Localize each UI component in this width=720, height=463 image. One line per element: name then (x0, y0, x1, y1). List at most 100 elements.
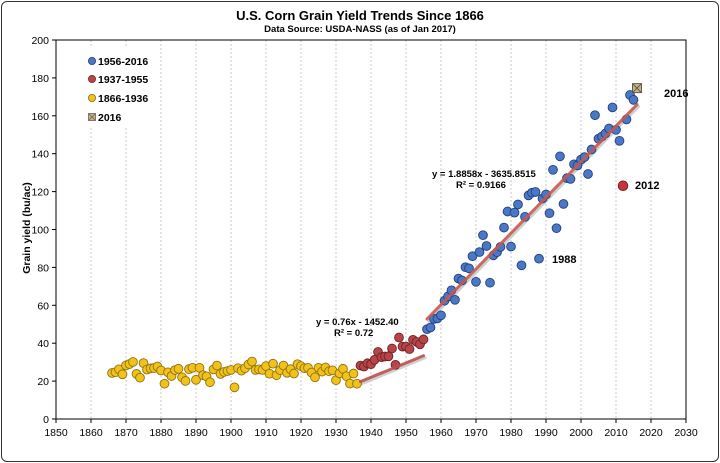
trendline-shadow-1 (427, 105, 640, 323)
point-1956-2016-1987 (530, 187, 541, 197)
x-tick-label-1910: 1910 (254, 427, 278, 439)
legend-label-1866-1936: 1866-1936 (98, 93, 148, 105)
annotation-2012: 2012 (635, 180, 659, 192)
x-tick-label-1940: 1940 (359, 427, 383, 439)
y-tick-label-80: 80 (37, 262, 49, 274)
point-1866-1936-1887 (180, 376, 191, 386)
y-tick-label-60: 60 (37, 300, 49, 312)
point-1937-1955-1955 (418, 334, 429, 345)
point-1866-1936-1896 (212, 360, 222, 371)
point-1956-2016-1988 (534, 253, 544, 264)
point-1866-1936-1906 (247, 356, 257, 367)
point-1866-1936-1894 (205, 377, 215, 388)
point-1866-1936-1918 (289, 368, 299, 379)
point-1937-1955-1948 (394, 332, 404, 343)
point-1956-2016-1972 (478, 230, 488, 241)
point-1956-2016-1971 (474, 247, 485, 257)
point-1956-2016-1974 (485, 277, 495, 288)
chart-subtitle: Data Source: USDA-NASS (as of Jan 2017) (264, 24, 456, 35)
y-tick-label-100: 100 (31, 225, 49, 237)
x-tick-label-1890: 1890 (184, 427, 208, 439)
point-1956-2016-1981 (509, 207, 520, 218)
trendline-shadow-0 (360, 356, 427, 386)
y-tick-label-180: 180 (31, 73, 49, 85)
legend-marker-2016 (88, 113, 96, 121)
x-tick-label-1990: 1990 (534, 427, 558, 439)
x-tick-label-2030: 2030 (674, 427, 698, 439)
point-1866-1936-1912 (268, 358, 278, 369)
point-1866-1936-1872 (128, 357, 138, 367)
point-1956-2016-1994 (555, 151, 565, 162)
point-2016-2016 (632, 83, 642, 94)
trendline-1 (425, 103, 639, 321)
point-1866-1936-1935 (348, 368, 359, 379)
point-1956-2016-1982 (513, 199, 523, 210)
x-tick-label-1930: 1930 (324, 427, 348, 439)
legend-marker-1937-1955 (88, 75, 97, 84)
point-1956-2016-1970 (471, 276, 481, 287)
point-1866-1936-1881 (159, 378, 170, 389)
point-1866-1936-1901 (229, 382, 240, 393)
point-1956-2016-1980 (506, 241, 516, 252)
x-tick-label-1850: 1850 (44, 427, 68, 439)
data-points (107, 83, 642, 393)
y-tick-label-20: 20 (37, 376, 49, 388)
trend-r2-1956-2016: R² = 0.9166 (456, 180, 506, 191)
point-1956-2016-1995 (558, 199, 569, 209)
legend: 1956-2016 1937-1955 1866-1936 2016 (80, 48, 160, 128)
point-1866-1936-1924 (310, 372, 320, 383)
x-tick-label-1980: 1980 (499, 427, 523, 439)
trend-r2-1937-1955: R² = 0.72 (334, 328, 373, 339)
y-tick-label-0: 0 (43, 414, 49, 426)
trendline-0 (359, 354, 425, 384)
x-tick-label-1880: 1880 (149, 427, 173, 439)
y-tick-label-140: 140 (31, 149, 49, 161)
trendline-shadows (360, 105, 640, 386)
y-tick-label-160: 160 (31, 111, 49, 123)
point-1956-2016-1992 (548, 164, 558, 175)
x-tick-label-2020: 2020 (639, 427, 663, 439)
gridlines (90, 40, 652, 419)
y-tick-label-120: 120 (31, 187, 49, 199)
trend-equation-1956-2016: y = 1.8858x - 3635.8515 (432, 169, 537, 180)
trendlines (359, 103, 639, 384)
x-tick-label-2000: 2000 (569, 427, 593, 439)
point-1956-2016-1973 (481, 241, 492, 251)
point-1956-2016-2002 (583, 169, 593, 179)
x-axis: 1850 1860 1870 1880 1890 1900 1910 1920 1930 1940… (44, 419, 698, 439)
x-tick-label-1950: 1950 (394, 427, 418, 439)
x-tick-label-1870: 1870 (114, 427, 138, 439)
y-tick-label-200: 200 (31, 35, 49, 47)
x-tick-label-2010: 2010 (604, 427, 628, 439)
point-1937-1955-1946 (387, 343, 397, 354)
point-1866-1936-1885 (173, 363, 184, 374)
annotation-1988: 1988 (552, 254, 576, 266)
x-tick-label-1860: 1860 (79, 427, 103, 439)
x-tick-label-1970: 1970 (464, 427, 488, 439)
x-tick-label-1960: 1960 (429, 427, 453, 439)
legend-marker-1866-1936 (88, 94, 97, 103)
y-axis-label: Grain yield (bu/ac) (21, 182, 33, 274)
x-tick-label-1900: 1900 (219, 427, 243, 439)
point-1956-2016-2015 (628, 95, 639, 105)
point-1937-1955-1945 (383, 351, 394, 362)
point-1956-2016-2009 (607, 102, 618, 113)
point-1866-1936-1874 (135, 372, 145, 383)
point-1866-1936-1869 (117, 369, 128, 380)
point-1956-2016-1969 (467, 251, 478, 262)
legend-label-1956-2016: 1956-2016 (98, 56, 148, 68)
y-tick-label-40: 40 (37, 338, 49, 350)
point-1956-2016-1968 (464, 263, 474, 274)
x-tick-label-1920: 1920 (289, 427, 313, 439)
legend-marker-1956-2016 (88, 57, 97, 66)
legend-label-1937-1955: 1937-1955 (98, 74, 148, 86)
y-axis: 0 20 40 60 80 100 120 140 160 180 200 (31, 35, 56, 426)
point-1866-1936-1890 (191, 374, 201, 385)
point-1956-2016-1978 (499, 222, 509, 233)
point-1956-2016-1983 (516, 260, 527, 271)
point-1956-2016-1957 (425, 322, 436, 333)
point-1956-2016-2004 (590, 110, 600, 121)
point-1956-2016-2011 (614, 135, 625, 146)
point-1956-2016-1964 (450, 294, 460, 305)
